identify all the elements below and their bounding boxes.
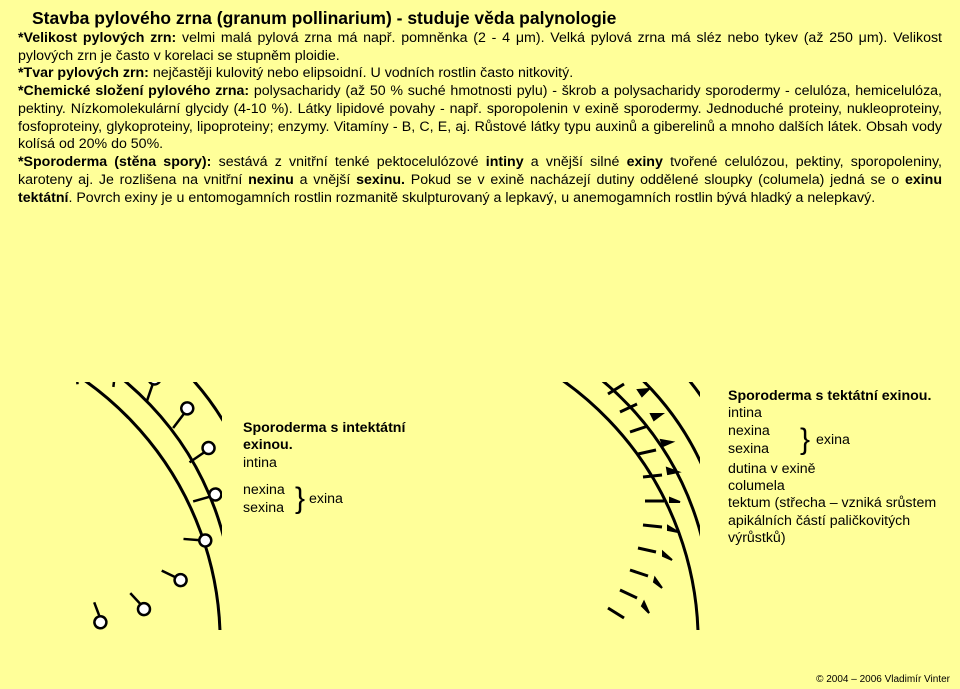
label-block-tektatni: Sporoderma s tektátní exinou. intina nex… bbox=[728, 388, 948, 547]
label-sexina-2: sexina bbox=[728, 441, 769, 458]
label-exina-1: exina bbox=[309, 491, 343, 508]
label-sexina-1: sexina bbox=[243, 500, 284, 517]
label-tektum: tektum (střecha – vzniká srůstem apikáln… bbox=[728, 495, 948, 547]
brace-icon: } bbox=[295, 481, 305, 517]
label-nexina-1: nexina bbox=[243, 482, 285, 499]
label-columela: columela bbox=[728, 478, 948, 495]
label-nexina-2: nexina bbox=[728, 423, 770, 440]
label-dutina: dutina v exině bbox=[728, 461, 948, 478]
body-paragraph: *Velikost pylových zrn: velmi malá pylov… bbox=[18, 30, 942, 208]
label-block-intektatni: Sporoderma s intektátní exinou. intina n… bbox=[243, 420, 453, 520]
label-intina-2: intina bbox=[728, 405, 948, 422]
page-title: Stavba pylového zrna (granum pollinarium… bbox=[32, 8, 942, 30]
label-title-2: Sporoderma s tektátní exinou. bbox=[728, 388, 948, 405]
diagram-tektatni bbox=[500, 382, 700, 630]
brace-icon: } bbox=[800, 422, 810, 458]
footer-copyright: © 2004 – 2006 Vladimír Vinter bbox=[816, 674, 950, 685]
diagram-intektatni bbox=[22, 382, 222, 630]
label-intina-1: intina bbox=[243, 455, 453, 472]
content-block: Stavba pylového zrna (granum pollinarium… bbox=[0, 0, 960, 211]
label-exina-2: exina bbox=[816, 432, 850, 449]
label-title-1: Sporoderma s intektátní exinou. bbox=[243, 420, 453, 455]
